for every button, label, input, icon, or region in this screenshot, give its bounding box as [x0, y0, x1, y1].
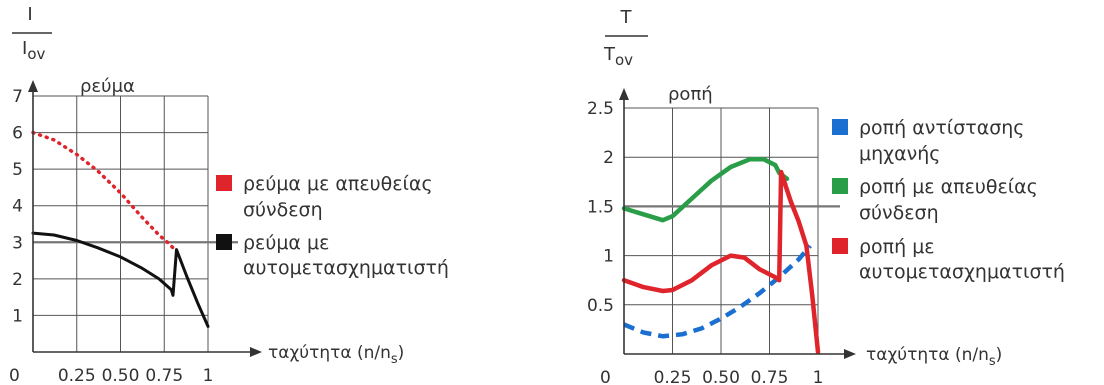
y-tick-label: 2 — [603, 148, 614, 168]
series-line — [31, 130, 175, 250]
legend-label-direct-current-1: ρεύμα με απευθείας — [243, 173, 433, 195]
legend-label-load-torque-1: ροπή αντίστασης — [859, 117, 1024, 139]
x-tick-label: 0.50 — [102, 366, 140, 385]
y-tick-label: 0.5 — [587, 296, 614, 316]
y-tick-label: 1 — [12, 306, 23, 326]
chart-title-torque: ροπή — [668, 84, 713, 105]
series-line — [621, 156, 790, 223]
x-tick-label: 0.25 — [654, 368, 692, 385]
y-tick-label: 1 — [603, 247, 614, 267]
xlabel-current: ταχύτητα (n/ns) — [268, 343, 404, 367]
x-tick-label: 0 — [9, 366, 20, 385]
y-tick-label: 2 — [12, 270, 23, 290]
legend-swatch-autotransformer-current — [216, 234, 232, 250]
ticks-current: 1 2 3 4 5 6 7 0 0.25 0.50 0.75 1 — [9, 87, 213, 385]
legend-label-direct-current-2: σύνδεση — [243, 199, 323, 221]
xlabel-torque: ταχύτητα (n/ns) — [866, 345, 1002, 369]
x-tick-label: 0.75 — [751, 368, 789, 385]
legend-swatch-direct-torque — [832, 178, 848, 194]
x-tick-label: 1 — [203, 366, 214, 385]
x-tick-label: 0.50 — [702, 368, 740, 385]
ylabel-numerator-torque: T — [620, 7, 633, 28]
legend-swatch-autotransformer-torque — [832, 238, 848, 254]
x-axis-arrow-torque — [844, 349, 856, 359]
legend-label-autotransformer-torque-2: αυτομετασχηματιστή — [859, 261, 1065, 283]
torque-chart: T Tov ροπή 0.5 1 1.5 2 2.5 0 0.25 0.50 0.75 1 ταχ… — [587, 7, 1065, 385]
y-axis-arrow-torque — [619, 88, 629, 100]
y-tick-label: 2.5 — [587, 99, 614, 119]
y-tick-label: 7 — [12, 87, 23, 107]
legend-label-direct-torque-2: σύνδεση — [859, 202, 939, 224]
legend-swatch-load-torque — [832, 119, 848, 135]
y-tick-label: 6 — [12, 124, 23, 144]
grid-current — [33, 95, 238, 352]
x-tick-label: 0 — [600, 368, 611, 385]
legend-label-autotransformer-torque-1: ροπή με — [859, 236, 935, 258]
ticks-torque: 0.5 1 1.5 2 2.5 0 0.25 0.50 0.75 1 — [587, 99, 823, 385]
y-tick-label: 4 — [12, 197, 23, 217]
ylabel-denominator: Iov — [22, 38, 45, 63]
y-tick-label: 1.5 — [587, 197, 614, 217]
y-tick-label: 5 — [12, 160, 23, 180]
x-tick-label: 0.75 — [145, 366, 183, 385]
x-tick-label: 1 — [813, 368, 824, 385]
x-tick-label: 0.25 — [58, 366, 96, 385]
legend-swatch-direct-current — [216, 175, 232, 191]
grid-torque — [624, 107, 840, 354]
x-axis-arrow-current — [250, 347, 262, 357]
legend-label-direct-torque-1: ροπή με απευθείας — [859, 176, 1038, 198]
legend-label-autotransformer-current-2: αυτομετασχηματιστή — [243, 257, 449, 279]
chart-title-current: ρεύμα — [80, 76, 135, 97]
y-tick-label: 3 — [12, 233, 23, 253]
ylabel-denominator-torque: Tov — [603, 44, 633, 69]
series-line — [31, 231, 210, 328]
series-torque — [621, 156, 821, 355]
legend-label-autotransformer-current-1: ρεύμα με — [243, 232, 329, 254]
series-line — [621, 169, 821, 355]
ylabel-numerator: I — [27, 4, 32, 25]
series-current — [31, 130, 210, 328]
series-line — [623, 244, 812, 339]
y-axis-arrow-current — [28, 80, 38, 92]
legend-label-load-torque-2: μηχανής — [859, 143, 940, 165]
current-chart: I Iov ρεύμα 1 2 3 4 5 6 7 0 0.25 0.50 0.75 1 ταχύτη… — [9, 4, 449, 385]
